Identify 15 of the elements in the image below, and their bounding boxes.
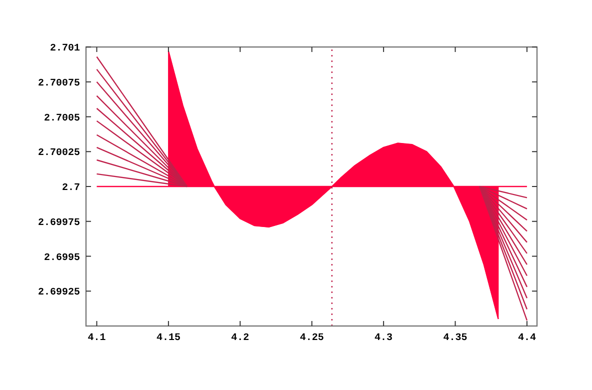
x-tick-label: 4.25: [300, 333, 324, 344]
y-tick-label: 2.70025: [38, 148, 80, 160]
x-tick-label: 4.15: [156, 333, 180, 344]
y-tick-label: 2.70075: [38, 78, 80, 90]
y-tick-label: 2.701: [50, 44, 80, 54]
x-tick-label: 4.4: [518, 333, 536, 344]
x-tick-label: 4.3: [374, 333, 393, 344]
y-tick-label: 2.69925: [38, 288, 80, 299]
y-tick-label: 2.6995: [44, 252, 80, 264]
x-tick-label: 4.2: [231, 333, 250, 344]
x-tick-label: 4.35: [443, 333, 468, 344]
y-tick-label: 2.7005: [44, 113, 80, 124]
x-tick-label: 4.1: [88, 333, 106, 344]
y-tick-label: 2.69975: [38, 218, 80, 229]
y-tick-label: 2.7: [62, 183, 80, 194]
